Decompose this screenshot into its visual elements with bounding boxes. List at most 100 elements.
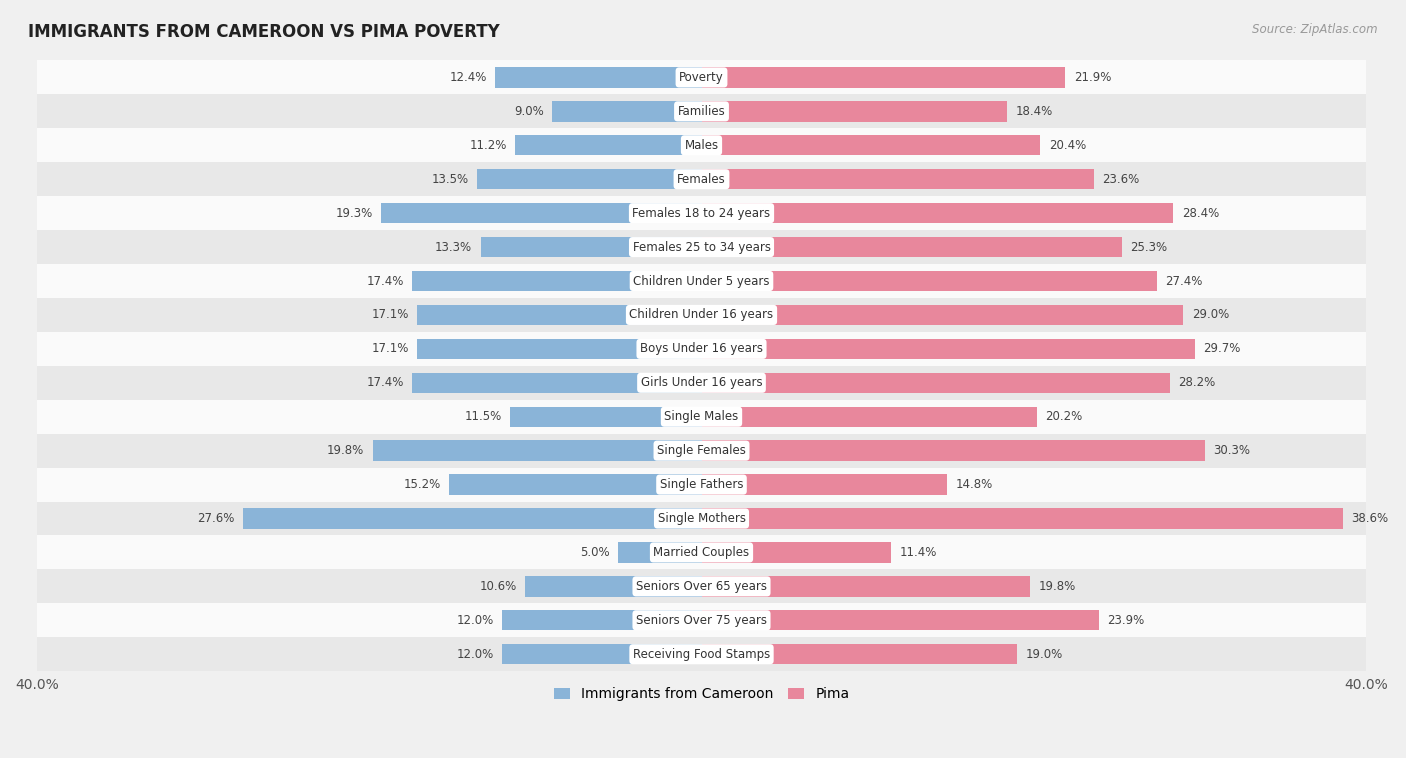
Text: 13.3%: 13.3% <box>434 240 472 254</box>
Bar <box>37 264 1367 298</box>
Bar <box>502 610 702 631</box>
Text: Seniors Over 65 years: Seniors Over 65 years <box>636 580 768 593</box>
Bar <box>702 339 1195 359</box>
Text: 19.8%: 19.8% <box>328 444 364 457</box>
Text: 21.9%: 21.9% <box>1074 71 1111 84</box>
Text: 23.9%: 23.9% <box>1107 614 1144 627</box>
Text: 17.4%: 17.4% <box>367 376 404 390</box>
Bar <box>702 169 1094 190</box>
Bar <box>702 135 1040 155</box>
Bar <box>702 440 1205 461</box>
Bar <box>418 339 702 359</box>
Text: 15.2%: 15.2% <box>404 478 440 491</box>
Text: Females: Females <box>678 173 725 186</box>
Bar <box>37 502 1367 535</box>
Text: 19.0%: 19.0% <box>1025 648 1063 661</box>
Text: Single Fathers: Single Fathers <box>659 478 744 491</box>
Bar <box>702 102 1007 121</box>
Text: 11.4%: 11.4% <box>900 546 936 559</box>
Bar <box>373 440 702 461</box>
Bar <box>37 298 1367 332</box>
Text: Single Females: Single Females <box>657 444 747 457</box>
Text: Poverty: Poverty <box>679 71 724 84</box>
Text: 30.3%: 30.3% <box>1213 444 1250 457</box>
Bar <box>516 135 702 155</box>
Bar <box>702 542 891 562</box>
Bar <box>37 162 1367 196</box>
Text: Children Under 16 years: Children Under 16 years <box>630 309 773 321</box>
Bar <box>510 406 702 427</box>
Text: IMMIGRANTS FROM CAMEROON VS PIMA POVERTY: IMMIGRANTS FROM CAMEROON VS PIMA POVERTY <box>28 23 501 41</box>
Text: 11.5%: 11.5% <box>465 410 502 423</box>
Bar <box>37 230 1367 264</box>
Text: 9.0%: 9.0% <box>515 105 544 118</box>
Text: Single Males: Single Males <box>665 410 738 423</box>
Text: Receiving Food Stamps: Receiving Food Stamps <box>633 648 770 661</box>
Bar <box>553 102 702 121</box>
Text: 11.2%: 11.2% <box>470 139 508 152</box>
Text: 13.5%: 13.5% <box>432 173 468 186</box>
Legend: Immigrants from Cameroon, Pima: Immigrants from Cameroon, Pima <box>548 682 855 707</box>
Bar <box>502 644 702 665</box>
Text: 12.0%: 12.0% <box>457 614 494 627</box>
Text: Females 18 to 24 years: Females 18 to 24 years <box>633 207 770 220</box>
Text: 19.3%: 19.3% <box>335 207 373 220</box>
Bar <box>412 373 702 393</box>
Bar <box>418 305 702 325</box>
Text: Boys Under 16 years: Boys Under 16 years <box>640 343 763 356</box>
Text: 27.6%: 27.6% <box>197 512 235 525</box>
Bar <box>37 603 1367 637</box>
Bar <box>702 475 948 495</box>
Text: 20.4%: 20.4% <box>1049 139 1085 152</box>
Text: 12.4%: 12.4% <box>450 71 486 84</box>
Text: Males: Males <box>685 139 718 152</box>
Bar <box>37 61 1367 95</box>
Text: Single Mothers: Single Mothers <box>658 512 745 525</box>
Text: 28.2%: 28.2% <box>1178 376 1216 390</box>
Bar <box>37 434 1367 468</box>
Text: Girls Under 16 years: Girls Under 16 years <box>641 376 762 390</box>
Bar <box>449 475 702 495</box>
Text: 12.0%: 12.0% <box>457 648 494 661</box>
Text: Source: ZipAtlas.com: Source: ZipAtlas.com <box>1253 23 1378 36</box>
Bar <box>481 237 702 257</box>
Bar <box>37 366 1367 399</box>
Bar <box>495 67 702 88</box>
Text: 18.4%: 18.4% <box>1015 105 1053 118</box>
Bar <box>412 271 702 291</box>
Bar <box>702 373 1170 393</box>
Text: 38.6%: 38.6% <box>1351 512 1388 525</box>
Bar <box>37 569 1367 603</box>
Bar <box>702 406 1038 427</box>
Text: 10.6%: 10.6% <box>479 580 517 593</box>
Bar <box>37 535 1367 569</box>
Bar <box>702 237 1122 257</box>
Bar <box>37 128 1367 162</box>
Bar <box>702 271 1157 291</box>
Text: 29.0%: 29.0% <box>1192 309 1229 321</box>
Bar <box>702 305 1184 325</box>
Bar <box>702 644 1017 665</box>
Bar <box>37 637 1367 671</box>
Text: 27.4%: 27.4% <box>1166 274 1202 287</box>
Bar <box>619 542 702 562</box>
Text: 19.8%: 19.8% <box>1039 580 1076 593</box>
Text: 25.3%: 25.3% <box>1130 240 1167 254</box>
Text: 20.2%: 20.2% <box>1046 410 1083 423</box>
Text: Married Couples: Married Couples <box>654 546 749 559</box>
Bar <box>37 196 1367 230</box>
Bar <box>381 203 702 224</box>
Text: 28.4%: 28.4% <box>1181 207 1219 220</box>
Bar <box>702 509 1343 528</box>
Text: 17.4%: 17.4% <box>367 274 404 287</box>
Bar <box>243 509 702 528</box>
Bar <box>702 610 1098 631</box>
Text: Seniors Over 75 years: Seniors Over 75 years <box>636 614 768 627</box>
Bar <box>477 169 702 190</box>
Text: 23.6%: 23.6% <box>1102 173 1139 186</box>
Text: Children Under 5 years: Children Under 5 years <box>633 274 769 287</box>
Text: 14.8%: 14.8% <box>956 478 993 491</box>
Bar <box>37 468 1367 502</box>
Text: 17.1%: 17.1% <box>371 343 409 356</box>
Bar <box>526 576 702 597</box>
